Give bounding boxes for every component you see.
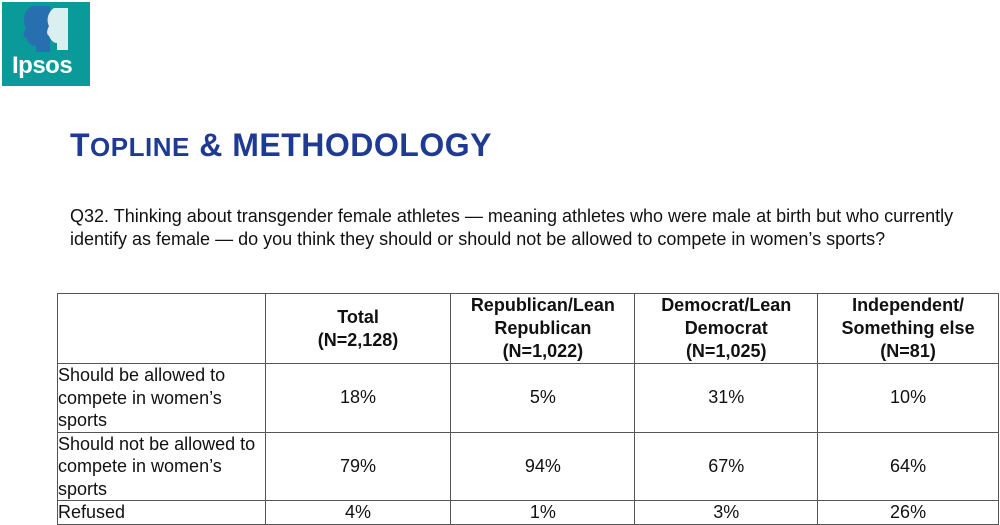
row-label: Should not be allowed to compete in wome… bbox=[57, 431, 266, 501]
head-profile-icon bbox=[2, 2, 90, 86]
page-title: TOPLINE & METHODOLOGY bbox=[70, 127, 492, 164]
header-independent: Independent/ Something else (N=81) bbox=[817, 293, 999, 364]
cell-value: 79% bbox=[264, 431, 452, 501]
header-empty-cell bbox=[57, 293, 266, 364]
header-republican: Republican/Lean Republican (N=1,022) bbox=[450, 293, 636, 364]
cell-value: 26% bbox=[817, 500, 999, 525]
column-name: Democrat/Lean Democrat bbox=[661, 295, 792, 338]
table-row: Should be allowed to compete in women’s … bbox=[57, 363, 999, 433]
ipsos-logo: Ipsos bbox=[2, 2, 90, 86]
title-initial: T bbox=[70, 127, 91, 163]
column-n: (N=1,025) bbox=[685, 341, 767, 361]
cell-value: 94% bbox=[450, 431, 636, 501]
results-table: Total (N=2,128) Republican/Lean Republic… bbox=[57, 293, 999, 525]
question-text: Q32. Thinking about transgender female a… bbox=[70, 206, 954, 249]
title-methodology: & METHODOLOGY bbox=[199, 127, 492, 163]
cell-value: 64% bbox=[817, 431, 999, 501]
column-n: (N=1,022) bbox=[502, 341, 584, 361]
column-name: Independent/ Something else bbox=[841, 295, 975, 338]
header-total: Total (N=2,128) bbox=[264, 293, 452, 364]
column-name: Total bbox=[337, 306, 379, 327]
cell-value: 5% bbox=[450, 363, 636, 433]
header-democrat: Democrat/Lean Democrat (N=1,025) bbox=[634, 293, 819, 364]
cell-value: 3% bbox=[634, 500, 819, 525]
row-label: Should be allowed to compete in women’s … bbox=[57, 363, 266, 433]
column-n: (N=81) bbox=[880, 341, 936, 361]
table-row: Should not be allowed to compete in wome… bbox=[57, 431, 999, 501]
table-row: Refused 4% 1% 3% 26% bbox=[57, 500, 999, 525]
table-header-row: Total (N=2,128) Republican/Lean Republic… bbox=[57, 293, 999, 364]
column-name: Republican/Lean Republican bbox=[470, 295, 615, 338]
title-smallcaps: OPLINE bbox=[90, 132, 190, 162]
column-n: (N=2,128) bbox=[317, 329, 399, 350]
cell-value: 1% bbox=[450, 500, 636, 525]
cell-value: 67% bbox=[634, 431, 819, 501]
cell-value: 18% bbox=[264, 363, 452, 433]
logo-text: Ipsos bbox=[12, 52, 73, 79]
row-label: Refused bbox=[57, 500, 266, 525]
cell-value: 4% bbox=[264, 500, 452, 525]
cell-value: 10% bbox=[817, 363, 999, 433]
cell-value: 31% bbox=[634, 363, 819, 433]
